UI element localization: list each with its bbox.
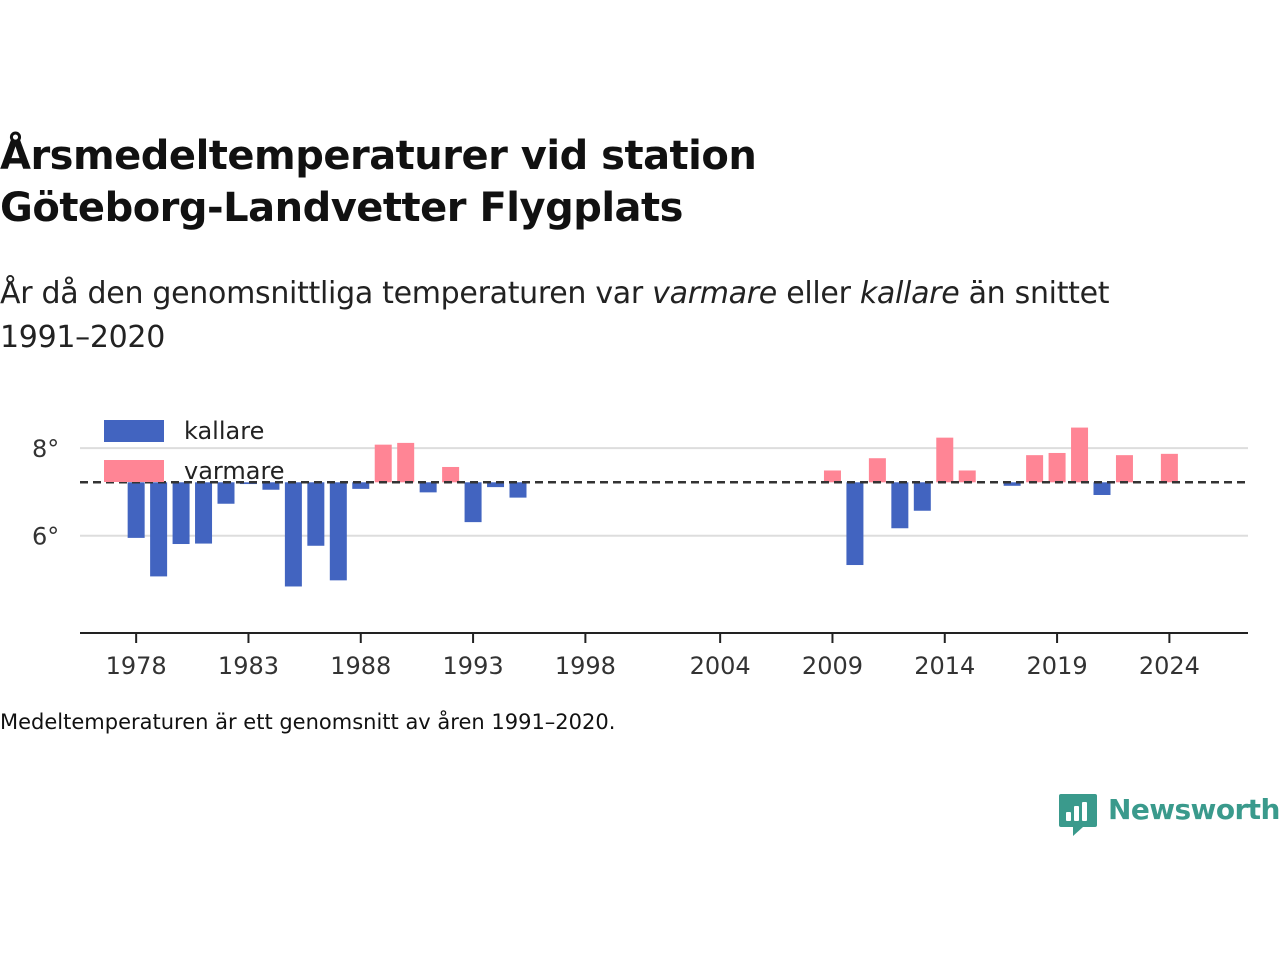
bar-2011 (868, 458, 886, 483)
legend-label-warmer: varmare (184, 457, 285, 485)
bar-2010 (846, 482, 864, 566)
y-tick-label-8: 8° (32, 435, 59, 463)
x-ticks: 1978 1983 1988 1993 1998 2004 2009 2014 2019 2024 (106, 633, 1200, 680)
gridlines (80, 447, 1248, 537)
bar-1989 (374, 444, 392, 483)
x-tick-label-2024: 2024 (1139, 652, 1200, 680)
legend-swatch-warmer (104, 460, 164, 482)
y-tick-label-6: 6° (32, 523, 59, 551)
subtitle-part-3: än snittet (959, 276, 1110, 311)
legend-label-colder: kallare (184, 417, 264, 445)
subtitle-line-1: År då den genomsnittliga temperaturen va… (0, 272, 1220, 316)
chart-subtitle: År då den genomsnittliga temperaturen va… (0, 272, 1220, 360)
bar-1985 (284, 482, 302, 587)
bar-2012 (891, 482, 909, 529)
x-tick-label-1998: 1998 (555, 652, 616, 680)
bar-1995 (509, 482, 527, 498)
chart-title-line-2: Göteborg-Landvetter Flygplats (0, 185, 683, 231)
temperature-bar-chart: 6° 8° 1978 1983 1988 1993 1998 2004 2009 2014 201… (32, 417, 1248, 680)
footnote: Medeltemperaturen är ett genomsnitt av å… (0, 710, 616, 734)
subtitle-line-2: 1991–2020 (0, 320, 165, 355)
subtitle-part-1: År då den genomsnittliga temperaturen va… (0, 276, 653, 311)
chart-title: Årsmedeltemperaturer vid station Götebor… (0, 130, 1000, 234)
bar-2024 (1160, 453, 1178, 483)
bar-1981 (195, 482, 213, 544)
bar-1983 (239, 482, 257, 485)
x-tick-label-1978: 1978 (106, 652, 167, 680)
bar-1994 (487, 482, 505, 488)
newsworthy-logo-text: Newsworthy (1108, 793, 1280, 826)
x-tick-label-2019: 2019 (1027, 652, 1088, 680)
bar-1993 (464, 482, 482, 523)
x-tick-label-1983: 1983 (218, 652, 279, 680)
subtitle-part-2: eller (776, 276, 860, 311)
x-tick-label-2009: 2009 (802, 652, 863, 680)
bar-1978 (127, 482, 145, 538)
bar-2009 (823, 470, 841, 483)
x-tick-label-2004: 2004 (690, 652, 751, 680)
bar-2017 (1003, 482, 1021, 486)
bar-1982 (217, 482, 235, 504)
y-tick-labels: 6° 8° (32, 435, 59, 551)
bars (127, 427, 1178, 587)
legend-swatch-colder (104, 420, 164, 442)
subtitle-colder-word: kallare (859, 276, 960, 311)
bar-2022 (1115, 455, 1133, 483)
bar-2020 (1071, 427, 1089, 483)
bar-2018 (1026, 455, 1044, 483)
bar-1988 (352, 482, 370, 489)
legend: kallare varmare (104, 417, 285, 485)
x-tick-label-1988: 1988 (330, 652, 391, 680)
subtitle-warmer-word: varmare (652, 276, 777, 311)
bar-1980 (172, 482, 190, 545)
bar-1986 (307, 482, 325, 546)
bar-1991 (419, 482, 437, 493)
x-tick-label-1993: 1993 (443, 652, 504, 680)
newsworthy-logo: Newsworthy (1058, 790, 1280, 838)
x-tick-label-2014: 2014 (914, 652, 975, 680)
bar-2013 (913, 482, 931, 511)
bar-1979 (150, 482, 168, 577)
bar-2015 (958, 470, 976, 483)
bar-2021 (1093, 482, 1111, 495)
bar-2019 (1048, 452, 1066, 483)
bar-1992 (442, 466, 460, 483)
bar-2014 (936, 437, 954, 483)
chart-title-line-1: Årsmedeltemperaturer vid station (0, 133, 757, 179)
bar-1987 (329, 482, 347, 581)
newsworthy-logo-icon (1059, 794, 1097, 836)
bar-1990 (397, 442, 415, 483)
bar-1984 (262, 482, 280, 490)
